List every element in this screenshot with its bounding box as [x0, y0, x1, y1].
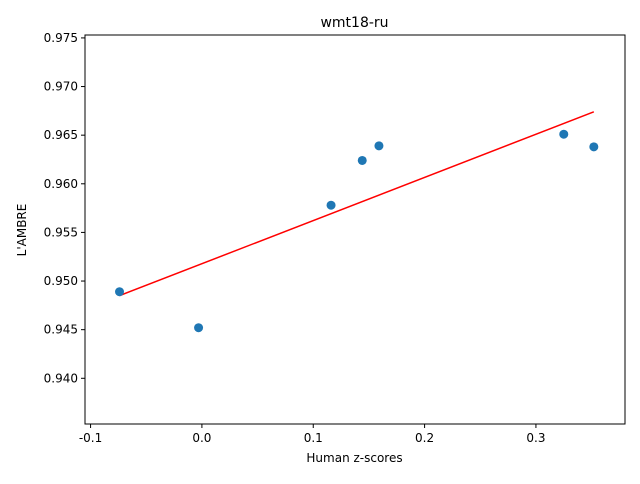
- regression-line: [119, 111, 595, 297]
- data-point: [374, 141, 384, 151]
- y-tick-label: 0.960: [44, 177, 78, 191]
- data-point: [326, 200, 336, 210]
- data-point: [194, 323, 204, 333]
- chart-title: wmt18-ru: [320, 15, 388, 31]
- data-points: [115, 129, 599, 333]
- y-axis-label: L'AMBRE: [15, 204, 29, 257]
- y-tick-label: 0.975: [44, 31, 78, 45]
- y-tick-label: 0.950: [44, 274, 78, 288]
- y-tick-label: 0.945: [44, 323, 78, 337]
- y-tick-label: 0.970: [44, 80, 78, 94]
- data-point: [589, 142, 599, 152]
- data-point: [559, 129, 569, 139]
- y-tick-label: 0.965: [44, 128, 78, 142]
- data-point: [357, 155, 367, 165]
- x-tick-label: -0.1: [79, 431, 102, 445]
- x-tick-label: 0.1: [304, 431, 323, 445]
- y-tick-label: 0.955: [44, 225, 78, 239]
- axis-ticks: -0.1 0.0 0.1 0.2 0.3 0.940 0.945 0.950 0.955 0.96…: [44, 31, 546, 445]
- x-tick-label: 0.3: [526, 431, 545, 445]
- x-tick-label: 0.0: [192, 431, 211, 445]
- plot-frame: [84, 34, 626, 425]
- data-point: [115, 287, 125, 297]
- fit-line-layer: [119, 111, 595, 297]
- y-tick-label: 0.940: [44, 371, 78, 385]
- x-tick-label: 0.2: [415, 431, 434, 445]
- x-axis-label: Human z-scores: [306, 451, 402, 465]
